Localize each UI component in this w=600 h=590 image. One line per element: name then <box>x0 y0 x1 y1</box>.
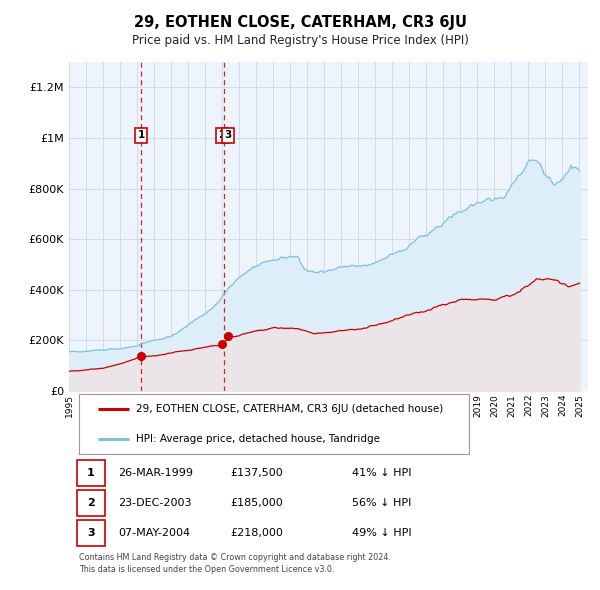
FancyBboxPatch shape <box>77 460 106 486</box>
Text: HPI: Average price, detached house, Tandridge: HPI: Average price, detached house, Tand… <box>136 434 380 444</box>
Text: 1: 1 <box>87 468 95 478</box>
FancyBboxPatch shape <box>79 394 469 454</box>
Text: 29, EOTHEN CLOSE, CATERHAM, CR3 6JU: 29, EOTHEN CLOSE, CATERHAM, CR3 6JU <box>133 15 467 30</box>
Text: 1: 1 <box>137 130 145 140</box>
Text: 23-DEC-2003: 23-DEC-2003 <box>118 498 192 508</box>
Text: 07-MAY-2004: 07-MAY-2004 <box>118 528 190 538</box>
Text: 56% ↓ HPI: 56% ↓ HPI <box>352 498 411 508</box>
Text: 3: 3 <box>224 130 232 140</box>
Text: Price paid vs. HM Land Registry's House Price Index (HPI): Price paid vs. HM Land Registry's House … <box>131 34 469 47</box>
Text: 49% ↓ HPI: 49% ↓ HPI <box>352 528 412 538</box>
Text: 2: 2 <box>218 130 226 140</box>
FancyBboxPatch shape <box>77 520 106 546</box>
Text: 2: 2 <box>87 498 95 508</box>
Text: 26-MAR-1999: 26-MAR-1999 <box>118 468 193 478</box>
Text: 3: 3 <box>87 528 95 538</box>
FancyBboxPatch shape <box>77 490 106 516</box>
Text: £137,500: £137,500 <box>230 468 283 478</box>
Text: 41% ↓ HPI: 41% ↓ HPI <box>352 468 412 478</box>
Text: Contains HM Land Registry data © Crown copyright and database right 2024.
This d: Contains HM Land Registry data © Crown c… <box>79 553 391 573</box>
Text: £218,000: £218,000 <box>230 528 283 538</box>
Text: 29, EOTHEN CLOSE, CATERHAM, CR3 6JU (detached house): 29, EOTHEN CLOSE, CATERHAM, CR3 6JU (det… <box>136 404 444 414</box>
Text: £185,000: £185,000 <box>230 498 283 508</box>
